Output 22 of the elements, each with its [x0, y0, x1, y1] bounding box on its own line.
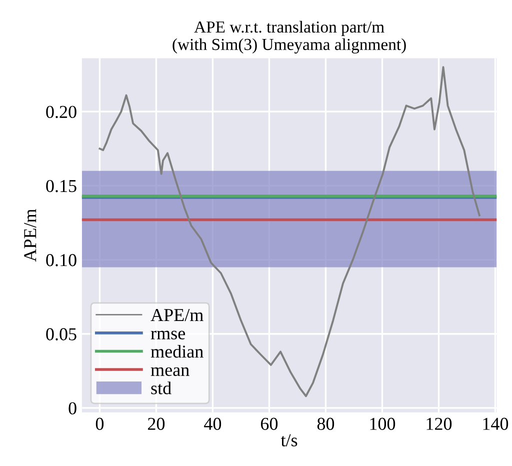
y-tick-label: 0.20: [46, 106, 76, 118]
x-tick-label: 80: [317, 418, 334, 430]
x-tick-label: 140: [483, 418, 508, 430]
x-tick-label: 100: [370, 418, 396, 430]
legend-label: APE/m: [150, 309, 204, 322]
y-tick-label: 0: [68, 402, 76, 414]
y-tick-label: 0.10: [46, 254, 76, 266]
y-tick-label: 0.15: [46, 180, 76, 192]
x-axis-title: t/s: [280, 434, 298, 446]
legend-label: mean: [150, 367, 190, 376]
legend-label: median: [150, 345, 204, 358]
legend-label: rmse: [150, 330, 186, 340]
x-tick-label: 0: [96, 418, 104, 430]
legend-label: std: [151, 382, 172, 394]
line-series: [98, 66, 480, 398]
x-tick-label: 20: [148, 418, 165, 430]
y-tick-label: 0.05: [46, 328, 76, 340]
x-tick-label: 60: [260, 418, 278, 430]
x-tick-label: 40: [204, 418, 222, 430]
x-tick-label: 120: [426, 418, 452, 430]
y-axis-title: APE/m: [24, 209, 36, 262]
chart-title: APE w.r.t. translation part/m (with Sim(3) Umeyama alignment): [172, 20, 406, 54]
